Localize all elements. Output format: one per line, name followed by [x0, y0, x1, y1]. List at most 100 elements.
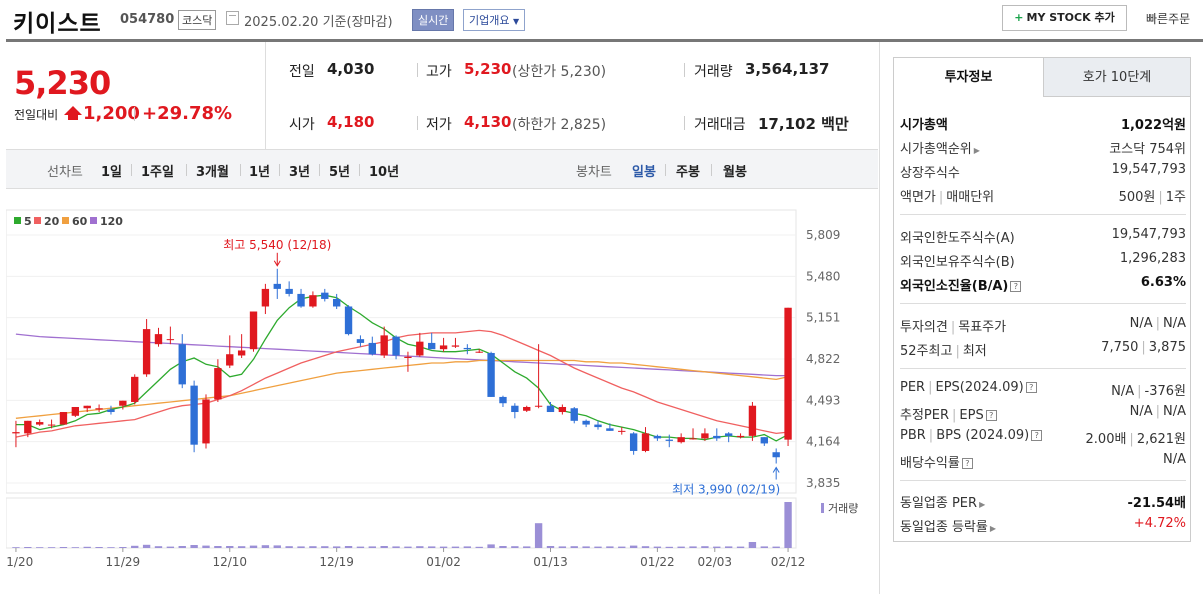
candle-body [677, 437, 685, 443]
candle-body [24, 420, 32, 434]
candle-body [131, 376, 139, 402]
period-10y[interactable]: 10년 [369, 165, 400, 180]
info-value: N/A [1163, 404, 1186, 419]
stock-name: 키이스트 [13, 11, 102, 37]
divider [711, 164, 712, 176]
period-daily[interactable]: 일봉 [632, 165, 656, 180]
divider [279, 164, 280, 176]
candle-body [332, 298, 341, 307]
info-value: 19,547,793 [1111, 227, 1186, 242]
candle-body [594, 424, 602, 428]
divider [684, 116, 685, 130]
help-icon[interactable]: ? [1010, 281, 1022, 292]
realtime-button[interactable]: 실시간 [412, 9, 455, 31]
period-3m[interactable]: 3개월 [196, 165, 229, 180]
plot-area [6, 209, 797, 494]
info-label: 시가총액순위 [900, 142, 972, 157]
period-3y[interactable]: 3년 [289, 165, 311, 180]
candle-body [416, 341, 424, 356]
help-icon[interactable]: ? [961, 458, 973, 469]
volume-bar [83, 546, 91, 548]
info-value: 2,621원 [1136, 432, 1186, 447]
info-label: 액면가 [900, 190, 936, 205]
tab-invest-info[interactable]: 투자정보 [894, 58, 1043, 97]
volume-bar [511, 546, 519, 548]
legend-label: 60 [72, 215, 88, 228]
info-label: 시가총액 [900, 118, 948, 133]
upper-limit: (상한가 5,230) [512, 64, 607, 80]
volume-bar [582, 546, 590, 548]
info-label: 매매단위 [946, 190, 995, 205]
volume-bar [24, 547, 32, 548]
period-1w[interactable]: 1주일 [141, 165, 174, 180]
candle-body [380, 335, 388, 356]
info-row-market-cap: 시가총액 1,022억원 [900, 114, 1186, 134]
lower-limit: (하한가 2,825) [512, 117, 607, 133]
info-value: 3,875 [1148, 340, 1186, 355]
info-row-est-per: 추정PER | EPS? N/A | N/A [900, 404, 1186, 423]
info-value: 2.00배 [1085, 432, 1127, 447]
period-1y[interactable]: 1년 [249, 165, 271, 180]
volume-bar [499, 546, 507, 548]
candle-body [404, 356, 412, 358]
min-price-label: 최저 3,990 (02/19) [672, 483, 780, 497]
volume-bar [356, 546, 365, 548]
info-panel [893, 57, 1191, 542]
tab-hoga[interactable]: 호가 10단계 [1043, 58, 1190, 97]
period-1d[interactable]: 1일 [101, 165, 123, 180]
candle-body [701, 433, 709, 439]
info-value: -376원 [1144, 384, 1186, 399]
candle-body [724, 433, 733, 436]
period-weekly[interactable]: 주봉 [676, 165, 700, 180]
info-value: 500원 [1118, 190, 1156, 205]
quick-order-link[interactable]: 빠른주문 [1146, 12, 1191, 26]
volume-bar [594, 546, 602, 548]
price-box [6, 42, 266, 149]
candle-body [618, 430, 626, 432]
amount-label: 거래대금 [694, 117, 746, 133]
volume-bar [107, 547, 115, 548]
period-5y[interactable]: 5년 [329, 165, 351, 180]
period-monthly[interactable]: 월봉 [723, 165, 747, 180]
candle-body [273, 283, 281, 289]
min-arrow-head [772, 466, 780, 473]
x-tick-label: 02/12 [771, 555, 806, 569]
candle-body [511, 405, 519, 413]
volume-bar [261, 545, 270, 548]
volume-bar [297, 546, 305, 548]
volume-bar [772, 546, 780, 548]
help-icon[interactable]: ? [985, 410, 997, 421]
help-icon[interactable]: ? [1025, 382, 1037, 393]
help-icon[interactable]: ? [1031, 430, 1043, 441]
diff-label: 전일대비 [14, 108, 59, 122]
volume-bar [404, 546, 412, 548]
volume-bar [214, 546, 222, 548]
caret-right-icon: ▶ [979, 500, 986, 509]
candle-body [772, 452, 780, 458]
legend-label: 5 [24, 215, 32, 228]
candle-body [534, 405, 543, 407]
info-label: 동일업종 등락률 [900, 520, 988, 535]
x-tick-label: 01/22 [640, 555, 675, 569]
volume-bar [748, 542, 757, 548]
prev-close-label: 전일 [289, 64, 315, 80]
candlestick-chart[interactable]: 5,809 5,480 5,151 4,822 4,493 4,164 3,835 5 20 60… [6, 190, 878, 594]
info-label: 상장주식수 [900, 166, 960, 181]
caret-right-icon: ▶ [989, 524, 997, 533]
candle-body [689, 438, 697, 440]
divider [240, 164, 241, 176]
x-tick-label: 01/02 [426, 555, 461, 569]
corp-info-dropdown[interactable]: 기업개요 ▼ [463, 9, 526, 31]
mystock-add-button[interactable]: + MY STOCK 추가 [1002, 5, 1127, 31]
date-basis: 기준(장마감) [322, 15, 393, 30]
volume-bar [546, 546, 555, 548]
candle-body [523, 406, 531, 411]
candle-body [487, 352, 495, 397]
current-price: 5,230 [14, 64, 111, 102]
candle-body [713, 435, 721, 439]
diff-percent: +29.78% [142, 103, 233, 124]
prev-close-value: 4,030 [327, 60, 375, 78]
candle-body [202, 399, 210, 444]
up-arrow-stem [68, 114, 78, 120]
divider [900, 480, 1186, 481]
